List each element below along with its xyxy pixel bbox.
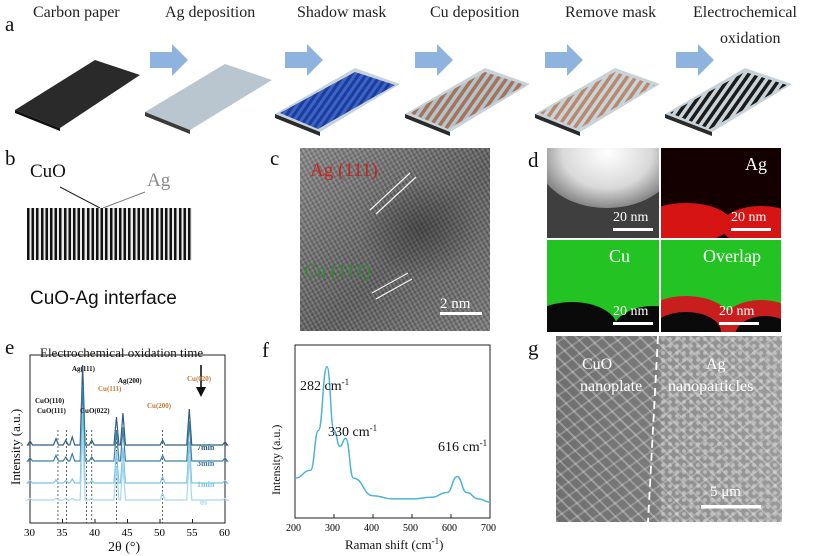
- step-electrochemical-label: Electrochemical: [693, 4, 797, 21]
- sem-nanoparticles-label: nanoparticles: [668, 378, 754, 395]
- ag-map-image: Ag 20 nm: [661, 148, 781, 238]
- peak-330-label: 330 cm-1: [328, 423, 377, 440]
- peak-cu111: Cu(111): [98, 385, 122, 393]
- raman-xtick-label: 600: [442, 523, 457, 534]
- process-arrow-5: [676, 44, 714, 76]
- hrtem-scale-label: 2 nm: [440, 296, 471, 312]
- peak-cu020: Cu(020): [187, 375, 212, 383]
- peak-cu200: Cu(200): [147, 402, 172, 410]
- ag-111-label: Ag (111): [310, 160, 378, 181]
- xrd-xtick-label: 55: [187, 527, 199, 539]
- cuo-label: CuO: [30, 161, 66, 182]
- xrd-series-0s: [25, 431, 230, 501]
- raman-ylabel: Intensity (a.u.): [269, 425, 283, 495]
- step-carbon-paper-label: Carbon paper: [33, 4, 120, 21]
- ag-coated-slab: [145, 64, 272, 130]
- step-ag-deposition-label: Ag deposition: [165, 4, 256, 21]
- cu-map-scale-label: 20 nm: [613, 304, 649, 319]
- step-remove-mask-label: Remove mask: [565, 4, 657, 21]
- raman-xtick-label: 500: [403, 523, 418, 534]
- carbon-paper-slab: [15, 60, 140, 128]
- panel-label-d: d: [528, 148, 539, 172]
- xrd-series-7min: [26, 364, 229, 446]
- peak-282-label: 282 cm-1: [300, 377, 349, 394]
- sem-ag-label: Ag: [706, 356, 726, 373]
- ag-map-label: Ag: [745, 154, 767, 174]
- raman-xtick-label: 400: [364, 523, 379, 534]
- sem-image: CuO nanoplate Ag nanoparticles 5 μm: [556, 336, 782, 522]
- raman-chart: 200 300 400 500 600 700 Intensity (a.u.) Rama…: [269, 344, 496, 552]
- panel-label-c: c: [270, 146, 280, 170]
- interface-pointer-lines: [59, 186, 146, 209]
- step-oxidation-label: oxidation: [720, 30, 781, 47]
- overlap-map-label: Overlap: [703, 246, 761, 266]
- peak-ag111: Ag(111): [72, 365, 96, 373]
- xrd-xtick-label: 30: [24, 527, 36, 539]
- sem-scale-label: 5 μm: [710, 484, 741, 500]
- process-arrow-2: [285, 44, 323, 76]
- xrd-title: Electrochemical oxidation time: [40, 345, 203, 360]
- raman-xtick-label: 300: [325, 523, 340, 534]
- cu-map-label: Cu: [609, 246, 631, 266]
- process-arrow-1: [150, 44, 188, 76]
- panel-label-g: g: [528, 336, 539, 360]
- ag-map-scale-label: 20 nm: [731, 210, 767, 225]
- interface-caption: CuO-Ag interface: [30, 288, 177, 309]
- hrtem-image: Ag (111) Cu (111) 2 nm: [300, 148, 490, 331]
- raman-xtick-label: 700: [481, 523, 496, 534]
- xrd-xtick-label: 45: [122, 527, 134, 539]
- overlap-map-image: Overlap 20 nm: [661, 240, 781, 332]
- panel-label-a: a: [5, 12, 15, 36]
- panel-label-b: b: [5, 146, 16, 170]
- step-cu-deposition-label: Cu deposition: [430, 4, 520, 21]
- peak-616-label: 616 cm-1: [438, 438, 487, 455]
- peak-cuo111: CuO(111): [37, 407, 66, 415]
- time-7min: 7min: [197, 443, 215, 452]
- haadf-scale-label: 20 nm: [613, 210, 649, 225]
- peak-cuo022: CuO(022): [80, 407, 110, 415]
- xrd-xlabel: 2θ (°): [108, 540, 140, 555]
- time-1min: 1min: [197, 480, 215, 489]
- step-shadow-mask-label: Shadow mask: [297, 4, 387, 21]
- time-0s: 0s: [200, 498, 207, 507]
- xrd-series-1min: [26, 410, 229, 484]
- xrd-ylabel: Intensity (a.u.): [8, 409, 23, 485]
- panel-label-f: f: [262, 338, 269, 362]
- process-arrow-4: [545, 44, 583, 76]
- cuo-ag-striped-interface: [27, 208, 192, 260]
- ag-label: Ag: [147, 170, 171, 191]
- panel-a-schematic: [15, 44, 792, 136]
- peak-cuo110: CuO(110): [35, 397, 65, 405]
- raman-spectrum-line: [294, 366, 491, 503]
- sem-cuo-label: CuO: [582, 356, 613, 373]
- cu-map-image: Cu 20 nm: [547, 240, 659, 332]
- peak-ag200: Ag(200): [118, 377, 142, 385]
- panel-label-e: e: [5, 335, 15, 359]
- xrd-xtick-label: 40: [89, 527, 101, 539]
- overlap-map-scale-label: 20 nm: [719, 304, 755, 319]
- xrd-xtick-label: 60: [219, 527, 231, 539]
- raman-xlabel: Raman shift (cm-1): [345, 536, 444, 552]
- xrd-chart: 30 35 40 45 50 55 60 Electrochemical oxidation…: [8, 345, 231, 555]
- haadf-image: 20 nm: [547, 148, 659, 238]
- cu-111-label: Cu (111): [304, 261, 371, 282]
- process-arrow-3: [415, 44, 453, 76]
- xrd-series-3min: [26, 384, 229, 462]
- xrd-xtick-label: 50: [154, 527, 166, 539]
- xrd-xtick-label: 35: [57, 527, 69, 539]
- sem-nanoplate-label: nanoplate: [580, 378, 643, 395]
- raman-xtick-label: 200: [286, 523, 301, 534]
- time-3min: 3min: [197, 459, 215, 468]
